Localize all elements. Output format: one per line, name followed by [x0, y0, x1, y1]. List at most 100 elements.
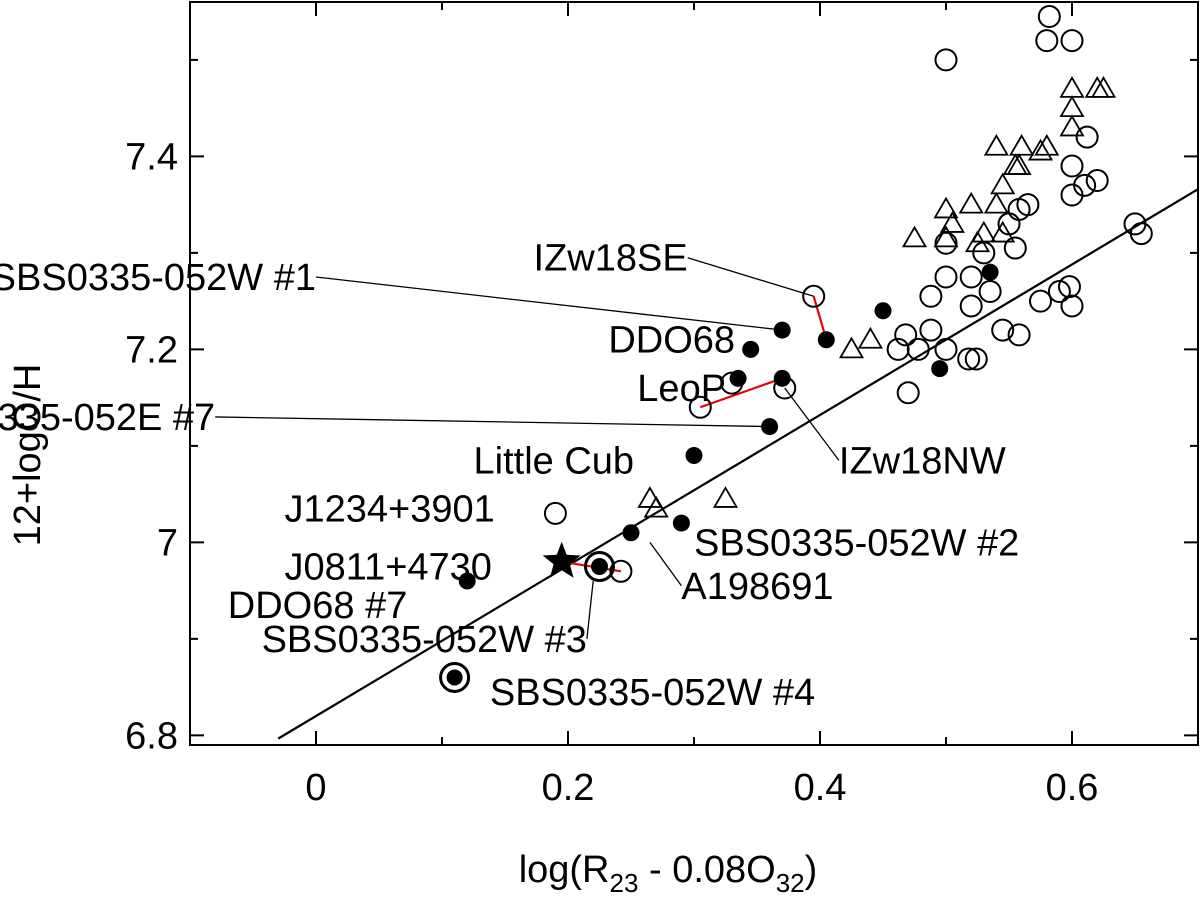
- open-circle-point: [1075, 125, 1099, 149]
- x-tick-label: 0: [305, 767, 326, 809]
- annotation-leader: [649, 541, 682, 587]
- circled-dot-ring: [439, 661, 471, 693]
- connector-line: [699, 377, 783, 409]
- open-triangle-point: [990, 220, 1016, 243]
- open-triangle-point: [1059, 95, 1085, 118]
- open-triangle-point: [1059, 76, 1085, 98]
- x-tick-label: 0.4: [794, 767, 847, 809]
- filled-circle-point: [729, 369, 747, 387]
- open-circle-point: [1057, 275, 1081, 299]
- open-circle-point: [1060, 294, 1084, 318]
- open-triangle-point: [1034, 133, 1060, 156]
- open-circle-point: [1047, 279, 1071, 303]
- circled-dot-point: [591, 558, 608, 575]
- fit-line: [277, 188, 1199, 740]
- open-triangle-point: [939, 211, 965, 233]
- annotation-leader: [315, 276, 783, 331]
- y-tick-label: 7: [157, 522, 178, 564]
- filled-circle-point: [981, 263, 999, 281]
- y-tick-label: 7.2: [125, 329, 178, 371]
- open-circle-point: [1085, 169, 1109, 193]
- open-triangle-point: [901, 225, 928, 248]
- open-circle-point: [957, 347, 981, 371]
- open-triangle-point: [1027, 138, 1054, 161]
- x-tick-label: 0.2: [542, 767, 595, 809]
- open-circle-point: [934, 48, 958, 72]
- open-circle-point: [1060, 29, 1084, 53]
- filled-circle-point: [685, 447, 703, 465]
- annotation-label: SBS0335-052W #1: [0, 257, 316, 299]
- filled-circle-point: [773, 321, 791, 339]
- open-circle-point: [1060, 183, 1084, 207]
- open-circle-point: [978, 279, 1002, 303]
- open-circle-point: [1060, 154, 1084, 178]
- y-tick-label: 7.4: [125, 136, 178, 178]
- open-circle-point: [609, 559, 633, 583]
- open-circle-point: [1035, 29, 1059, 53]
- open-triangle-point: [857, 326, 883, 349]
- open-triangle-point: [1059, 114, 1085, 137]
- open-triangle-point: [990, 172, 1016, 195]
- annotation-leader: [687, 257, 814, 297]
- annotation-label: SBS0335-052E #7: [0, 397, 215, 439]
- open-triangle-point: [964, 230, 991, 253]
- annotation-label: LeoP: [637, 368, 726, 410]
- annotation-label: Little Cub: [474, 440, 635, 482]
- star-point: [542, 541, 581, 578]
- circled-dot-ring: [584, 550, 615, 582]
- annotation-label: J0811+4730: [285, 546, 492, 588]
- filled-circle-point: [817, 331, 835, 349]
- open-circle-point: [972, 241, 996, 265]
- circled-dot-point: [446, 669, 463, 686]
- open-circle-point: [896, 381, 920, 405]
- y-tick-label: 6.8: [125, 715, 178, 757]
- annotation-label: A198691: [681, 566, 833, 608]
- filled-circle-point: [622, 524, 640, 542]
- filled-circle-point: [773, 369, 791, 387]
- open-triangle-point: [1090, 76, 1117, 98]
- open-triangle-point: [1006, 153, 1032, 175]
- open-circle-point: [1003, 236, 1027, 260]
- open-triangle-point: [838, 336, 865, 359]
- open-triangle-point: [643, 495, 669, 518]
- annotation-label: DDO68 #7: [228, 585, 408, 627]
- open-triangle-point: [983, 133, 1009, 156]
- open-circle-point: [959, 294, 983, 318]
- open-triangle-point: [971, 220, 997, 243]
- annotation-label: SBS0335-052W #2: [694, 522, 1019, 564]
- filled-circle-point: [742, 340, 760, 358]
- annotation-label: SBS0335-052W #3: [262, 619, 587, 661]
- open-triangle-point: [637, 486, 663, 508]
- data-point-group: [439, 4, 1153, 693]
- open-circle-point: [688, 395, 712, 419]
- open-circle-point: [964, 347, 988, 371]
- annotation-leader: [586, 580, 594, 639]
- x-axis-label: log(R23 - 0.08O32): [519, 849, 818, 898]
- annotation-group: SBS0335-052W #1 IZw18SE DDO68 LeoP SBS0335-0…: [0, 238, 1019, 714]
- open-circle-point: [919, 318, 943, 342]
- open-circle-point: [919, 284, 943, 308]
- annotation-label: DDO68: [608, 320, 735, 362]
- open-circle-point: [894, 323, 918, 347]
- annotation-label: IZw18NW: [839, 440, 1006, 482]
- open-circle-point: [802, 284, 826, 308]
- open-circle-point: [1037, 4, 1061, 28]
- annotation-label: SBS0335-052W #4: [490, 672, 815, 714]
- open-triangle-point: [958, 191, 984, 214]
- open-triangle-point: [1002, 153, 1028, 175]
- y-axis-label: 12+logO/H: [7, 364, 49, 547]
- annotation-leader: [784, 387, 840, 461]
- open-circle-point: [1029, 289, 1052, 313]
- fit-line-group: [277, 188, 1199, 740]
- open-triangle-point: [983, 191, 1009, 214]
- filled-circle-point: [672, 514, 690, 532]
- annotation-leader-group: [215, 257, 840, 639]
- open-circle-point: [1007, 323, 1031, 347]
- annotation-label: J1234+3901: [285, 489, 495, 531]
- filled-circle-point: [874, 302, 892, 320]
- open-circle-point: [934, 337, 958, 361]
- tick-group: 0 0.2 0.4 0.6 6.8 7 7.2 7.4: [125, 2, 1199, 809]
- open-circle-point: [1129, 222, 1153, 246]
- open-triangle-point: [933, 225, 959, 248]
